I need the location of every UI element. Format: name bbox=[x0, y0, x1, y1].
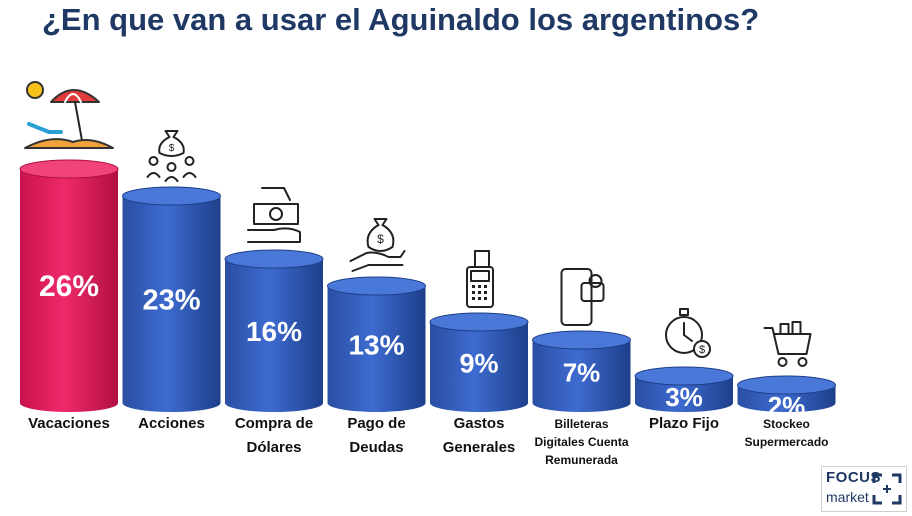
category-label: Supermercado bbox=[744, 435, 828, 449]
svg-text:$: $ bbox=[699, 344, 705, 356]
bar-3: 16% bbox=[224, 249, 324, 412]
category-label: Compra de bbox=[235, 415, 313, 432]
bar-8: 2% bbox=[737, 375, 836, 421]
value-label: 23% bbox=[142, 285, 200, 317]
bar-6: 7% bbox=[532, 330, 631, 412]
value-label: 26% bbox=[39, 270, 99, 303]
bar-4: 13% bbox=[327, 276, 426, 412]
money-bag-network-icon: $ bbox=[146, 130, 197, 182]
bar-5: 9% bbox=[429, 312, 529, 412]
value-label: 2% bbox=[768, 391, 806, 421]
category-label: Deudas bbox=[349, 439, 403, 456]
bar-body bbox=[635, 376, 733, 412]
value-label: 9% bbox=[459, 349, 498, 379]
bar-body bbox=[532, 340, 631, 412]
bar-7: 3% bbox=[634, 366, 734, 412]
bar-body bbox=[122, 196, 221, 412]
cash-exchange-icon bbox=[247, 187, 301, 243]
value-label: 13% bbox=[348, 330, 404, 361]
logo-line1: FOCUS bbox=[826, 469, 881, 486]
category-label: Remunerada bbox=[545, 453, 618, 467]
bar-top bbox=[429, 312, 529, 332]
bar-top bbox=[19, 159, 119, 179]
focus-frame-icon bbox=[872, 473, 902, 505]
value-label: 3% bbox=[665, 382, 703, 412]
category-label: Vacaciones bbox=[28, 415, 110, 432]
money-bag-hand-icon: $ bbox=[349, 218, 406, 272]
bar-top bbox=[122, 186, 221, 206]
bar-body bbox=[430, 322, 528, 412]
bar-top bbox=[737, 375, 836, 395]
svg-text:$: $ bbox=[377, 232, 384, 246]
category-label: Digitales Cuenta bbox=[534, 435, 628, 449]
category-label: Dólares bbox=[246, 439, 301, 456]
category-label: Acciones bbox=[138, 415, 205, 432]
mobile-wallet-icon bbox=[560, 268, 605, 326]
category-label: Generales bbox=[443, 439, 516, 456]
category-label: Pago de bbox=[347, 415, 405, 432]
value-label: 7% bbox=[563, 358, 601, 388]
bar-body bbox=[225, 259, 323, 412]
bar-body bbox=[327, 286, 426, 412]
category-label: Stockeo bbox=[763, 417, 810, 431]
bar-2: 23% bbox=[122, 186, 221, 412]
bar-top bbox=[327, 276, 426, 296]
logo-line2: market bbox=[826, 489, 869, 505]
shopping-cart-icon bbox=[763, 321, 812, 367]
bar-1: 26% bbox=[19, 159, 119, 412]
category-label: Billeteras bbox=[554, 417, 608, 431]
category-label: Plazo Fijo bbox=[649, 415, 719, 432]
focus-market-logo: FOCUS market bbox=[821, 466, 907, 512]
stopwatch-money-icon: $ bbox=[665, 308, 711, 358]
svg-text:$: $ bbox=[169, 143, 175, 154]
bar-top bbox=[634, 366, 734, 386]
value-label: 16% bbox=[246, 316, 302, 347]
receipt-terminal-icon bbox=[466, 250, 494, 308]
bar-body bbox=[20, 169, 118, 412]
page-title: ¿En que van a usar el Aguinaldo los arge… bbox=[42, 2, 760, 37]
bar-top bbox=[532, 330, 631, 350]
beach-umbrella-icon bbox=[24, 81, 114, 149]
category-label: Gastos bbox=[454, 415, 505, 432]
bar-top bbox=[224, 249, 324, 269]
